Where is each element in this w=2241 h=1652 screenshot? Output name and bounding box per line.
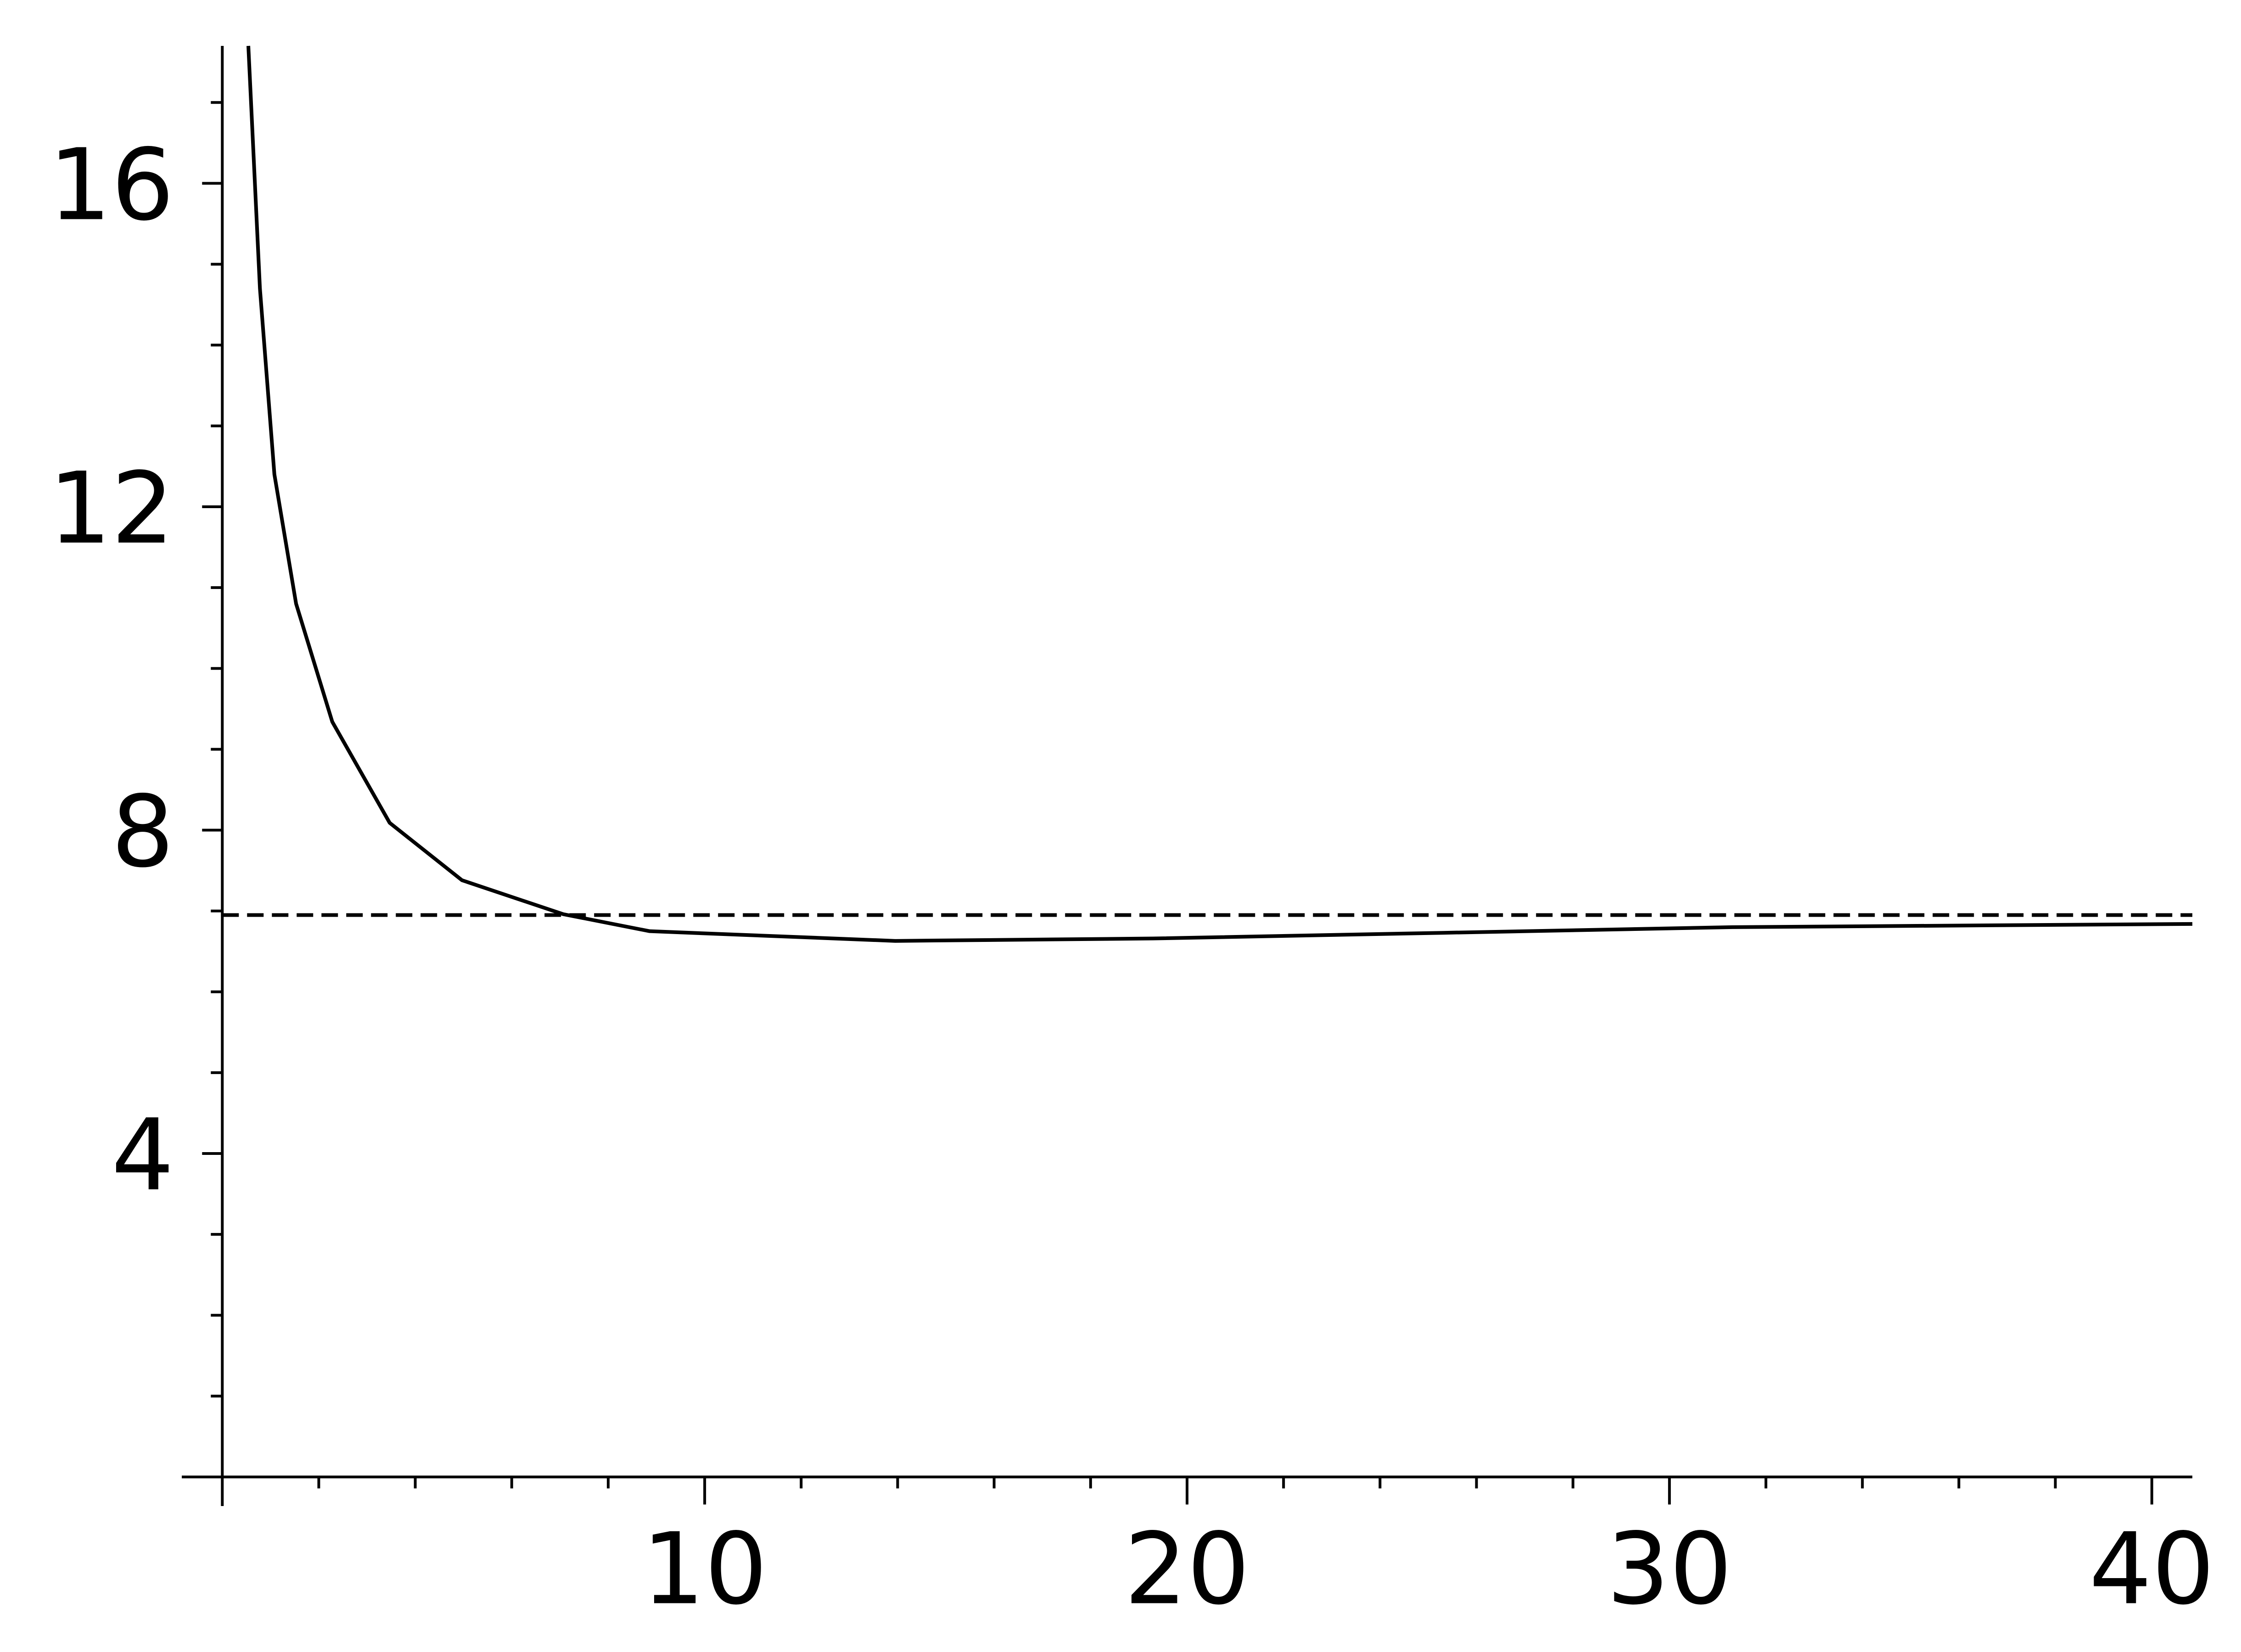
- x-tick-label: 10: [642, 1512, 768, 1627]
- y-tick-label: 16: [49, 127, 174, 242]
- x-tick-label: 40: [2089, 1512, 2215, 1627]
- plot-area: [222, 45, 2193, 943]
- x-tick-label: 20: [1124, 1512, 1250, 1627]
- y-tick-label: 12: [49, 451, 174, 566]
- x-tick-label: 30: [1607, 1512, 1732, 1627]
- y-tick-label: 8: [111, 774, 174, 890]
- y-tick-label: 4: [111, 1098, 174, 1213]
- curve: [247, 45, 2193, 943]
